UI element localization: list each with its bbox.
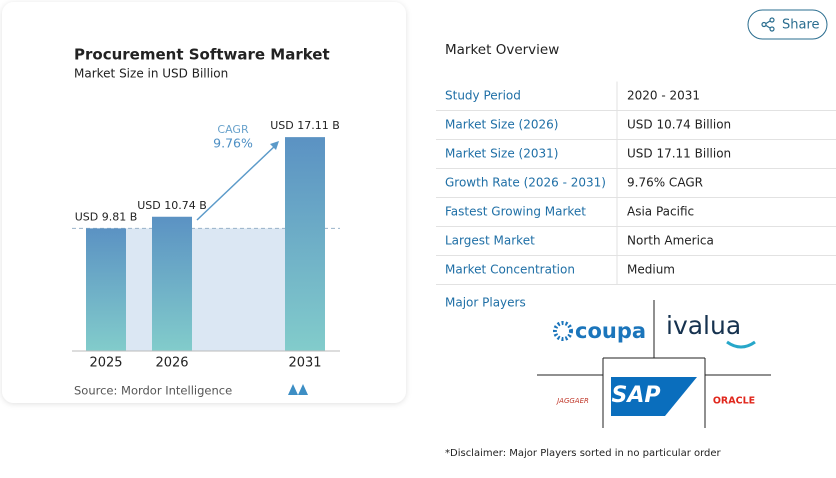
arrow-head <box>270 141 279 150</box>
row-label: Growth Rate (2026 - 2031) <box>445 176 606 190</box>
chart: USD 9.81 B 2025 USD 10.74 B 2026 USD 17.11 B… <box>72 119 340 371</box>
share-icon <box>761 17 775 32</box>
cagr-label: CAGR <box>217 123 249 136</box>
player: ORACLE <box>713 396 755 407</box>
row-label: Market Size (2031) <box>445 147 558 161</box>
overview-table: Study Period 2020 - 2031 Market Size (2026… <box>436 81 836 285</box>
row-value: USD 17.11 Billion <box>627 147 731 161</box>
cagr-arrow <box>196 143 278 221</box>
source: Source: Mordor Intelligence <box>74 384 232 398</box>
row-value: North America <box>627 234 714 248</box>
player: coupa <box>575 319 646 343</box>
sap-logo <box>611 377 697 416</box>
value-label: USD 10.74 B <box>137 199 207 212</box>
brand-logo <box>288 384 308 395</box>
value-label: USD 9.81 B <box>75 210 138 223</box>
row-value: Asia Pacific <box>627 205 694 219</box>
chart-title: Procurement Software Market <box>74 46 330 64</box>
row-label: Market Concentration <box>445 263 575 277</box>
row-label: Fastest Growing Market <box>445 205 586 219</box>
player: ivalua <box>666 311 741 340</box>
x-tick-label: 2026 <box>155 356 188 371</box>
share-button[interactable] <box>747 9 828 40</box>
players-label: Major Players <box>445 296 526 310</box>
row-value: 2020 - 2031 <box>627 89 700 103</box>
reference-area <box>126 228 285 351</box>
disclaimer: *Disclaimer: Major Players sorted in no … <box>445 448 722 459</box>
share-text[interactable]: Share <box>782 18 820 33</box>
value-label: USD 17.11 B <box>270 119 340 132</box>
x-tick-label: 2025 <box>89 356 122 371</box>
bar <box>152 216 192 351</box>
ivalua-smile <box>726 340 756 349</box>
row-label: Market Size (2026) <box>445 118 558 132</box>
cagr-value: 9.76% <box>213 136 253 151</box>
player: JAGGAER <box>555 397 589 405</box>
row-bg <box>436 81 836 111</box>
bar <box>86 228 126 351</box>
row-label: Largest Market <box>445 234 535 248</box>
row-value: 9.76% CAGR <box>627 176 703 190</box>
x-tick-label: 2031 <box>288 356 321 371</box>
player-grid <box>537 300 771 428</box>
row-value: Medium <box>627 263 675 277</box>
chart-subtitle: Market Size in USD Billion <box>74 67 228 81</box>
bar <box>285 137 325 351</box>
row-value: USD 10.74 Billion <box>627 118 731 132</box>
row-label: Study Period <box>445 89 521 103</box>
coupa-logo <box>553 321 573 341</box>
player: SAP <box>612 383 661 408</box>
overview-title: Market Overview <box>445 42 559 58</box>
